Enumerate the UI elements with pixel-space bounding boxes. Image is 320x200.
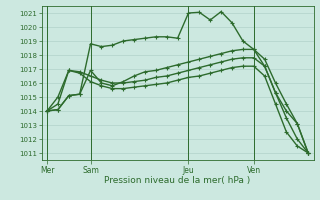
X-axis label: Pression niveau de la mer( hPa ): Pression niveau de la mer( hPa ) bbox=[104, 176, 251, 185]
